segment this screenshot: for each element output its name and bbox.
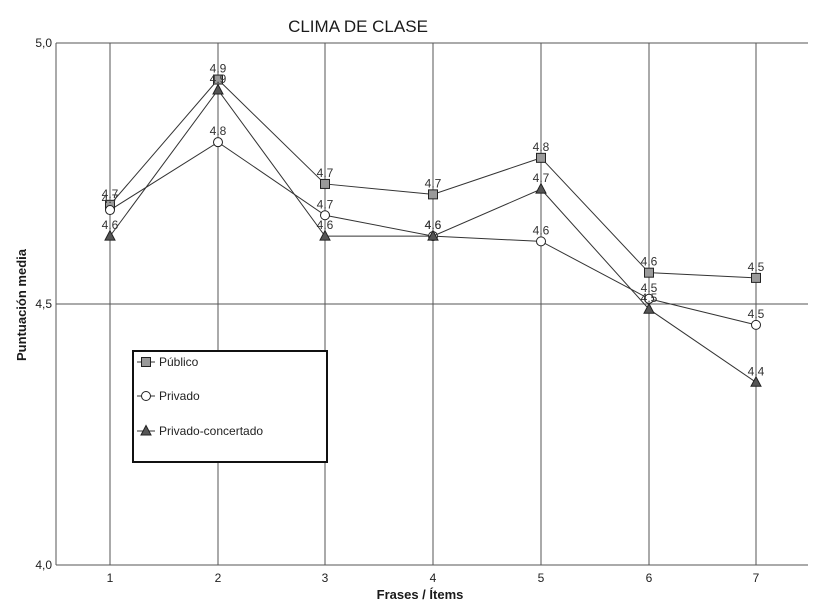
x-tick-label: 3 (322, 571, 329, 585)
y-tick-label: 4,5 (35, 297, 52, 311)
data-label: 4.5 (641, 281, 658, 295)
x-tick-labels: 1 2 3 4 5 6 7 (107, 571, 760, 585)
marker-circle (213, 137, 223, 148)
data-label: 4.6 (533, 223, 550, 237)
y-tick-label: 4,0 (35, 558, 52, 572)
marker-square (320, 178, 330, 189)
marker-triangle (319, 229, 331, 241)
grid (55, 42, 808, 566)
data-label: 4.7 (102, 192, 119, 206)
marker-triangle (140, 424, 152, 436)
data-label: 4.6 (425, 218, 442, 232)
x-tick-label: 5 (538, 571, 545, 585)
legend-item: Privado (137, 389, 200, 403)
marker-circle (105, 205, 115, 216)
marker-triangle (427, 229, 439, 241)
data-label: 4.6 (641, 255, 658, 269)
data-label: 4.6 (317, 218, 334, 232)
series-privado-concertado: 4.6 4.9 4.6 4.6 4.7 4.5 4.4 (102, 72, 765, 387)
marker-circle (141, 391, 151, 401)
marker-triangle (212, 83, 224, 95)
x-tick-label: 6 (646, 571, 653, 585)
data-label: 4.9 (210, 62, 227, 76)
marker-triangle (750, 375, 762, 387)
marker-square (751, 272, 761, 283)
data-label: 4.7 (102, 187, 119, 201)
data-label: 4.8 (210, 124, 227, 138)
y-tick-labels: 4,0 4,5 5,0 (35, 36, 52, 572)
data-label: 4.5 (641, 291, 658, 305)
marker-square (428, 189, 438, 200)
data-label: 4.4 (748, 364, 765, 378)
data-label: 4.7 (317, 197, 334, 211)
legend-label: Público (159, 355, 199, 369)
chart-title: CLIMA DE CLASE (288, 17, 428, 36)
marker-square (644, 267, 654, 278)
marker-square (141, 357, 151, 367)
x-tick-label: 7 (753, 571, 760, 585)
data-label: 4.9 (210, 72, 227, 86)
marker-circle (320, 210, 330, 221)
legend-label: Privado-concertado (159, 424, 263, 438)
y-axis-label: Puntuación media (14, 248, 29, 361)
data-label: 4.6 (102, 218, 119, 232)
marker-square (536, 152, 546, 163)
marker-triangle (535, 182, 547, 194)
series-layer: 4.74.94.74.74.84.6 4.54.74.84.74.6 4.64.54… (102, 62, 765, 387)
data-label: 4.7 (425, 176, 442, 190)
marker-circle (751, 319, 761, 330)
data-label: 4.7 (533, 171, 550, 185)
legend-item: Privado-concertado (137, 424, 263, 438)
data-label: 4.7 (317, 166, 334, 180)
data-label: 4.8 (533, 140, 550, 154)
legend: Público Privado Privado-concertado (132, 350, 328, 463)
x-axis-label: Frases / Ítems (377, 587, 464, 602)
data-label: 4.6 (425, 218, 442, 232)
x-tick-label: 1 (107, 571, 114, 585)
data-label: 4.5 (748, 260, 765, 274)
marker-circle (536, 236, 546, 247)
legend-item: Público (137, 355, 199, 369)
legend-label: Privado (159, 389, 200, 403)
marker-triangle (643, 302, 655, 314)
data-label: 4.5 (748, 307, 765, 321)
legend-box (132, 350, 328, 463)
series-p-blico: 4.74.94.74.74.84.6 4.5 (102, 62, 765, 283)
x-tick-label: 2 (215, 571, 222, 585)
x-tick-label: 4 (430, 571, 437, 585)
marker-triangle (104, 229, 116, 241)
y-tick-label: 5,0 (35, 36, 52, 50)
